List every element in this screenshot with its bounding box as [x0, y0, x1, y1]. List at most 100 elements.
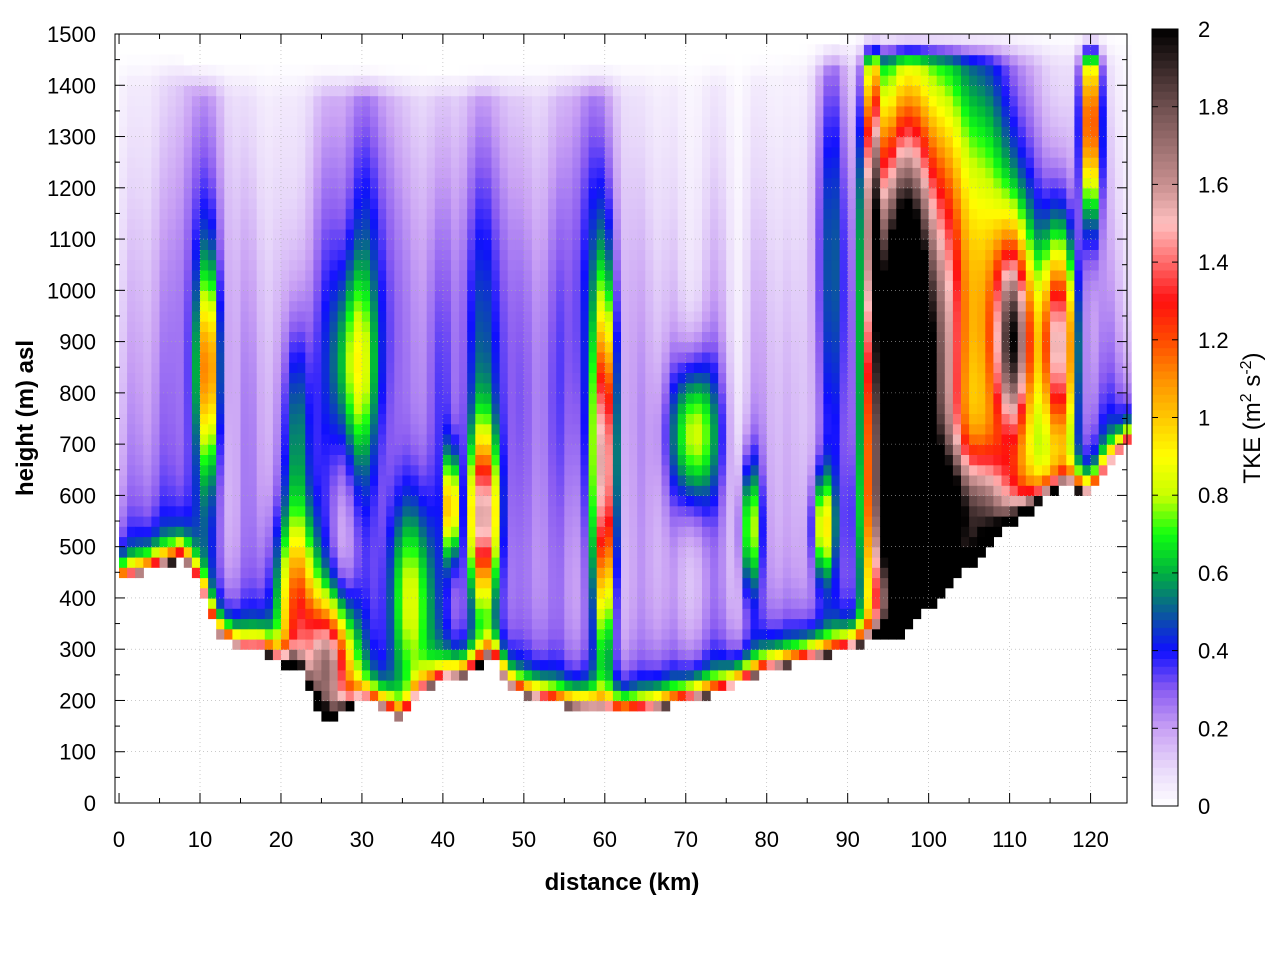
heatmap-cell	[612, 116, 622, 127]
heatmap-cell	[434, 587, 444, 599]
heatmap-cell	[256, 638, 266, 650]
heatmap-cell	[305, 515, 314, 527]
heatmap-cell	[289, 587, 298, 599]
heatmap-cell	[580, 116, 590, 127]
heatmap-cell	[483, 75, 493, 86]
heatmap-cell	[556, 280, 565, 291]
heatmap-cell	[645, 403, 654, 414]
heatmap-cell	[540, 433, 549, 445]
heatmap-cell	[281, 75, 290, 86]
heatmap-cell	[791, 310, 800, 322]
heatmap-cell	[281, 187, 290, 199]
heatmap-cell	[499, 85, 509, 97]
heatmap-cell	[637, 638, 646, 650]
heatmap-cell	[361, 567, 371, 579]
heatmap-cell	[572, 105, 582, 117]
heatmap-cell	[386, 403, 395, 414]
heatmap-cell	[774, 505, 784, 517]
heatmap-cell	[426, 341, 436, 353]
heatmap-cell	[483, 259, 493, 271]
heatmap-cell	[353, 198, 363, 209]
heatmap-cell	[467, 659, 476, 671]
heatmap-cell	[523, 228, 533, 240]
heatmap-cell	[742, 464, 752, 476]
heatmap-cell	[710, 177, 719, 189]
heatmap-cell	[183, 239, 193, 250]
heatmap-cell	[791, 321, 800, 332]
heatmap-cell	[240, 85, 250, 97]
heatmap-cell	[394, 382, 403, 394]
heatmap-cell	[143, 372, 152, 384]
heatmap-cell	[232, 290, 242, 302]
heatmap-cell	[426, 218, 436, 230]
heatmap-cell	[531, 597, 541, 609]
heatmap-cell	[523, 382, 533, 394]
heatmap-cell	[491, 597, 501, 609]
heatmap-cell	[370, 75, 379, 86]
heatmap-cell	[216, 351, 225, 363]
heatmap-cell	[167, 157, 177, 168]
heatmap-cell	[572, 239, 582, 250]
heatmap-cell	[281, 85, 290, 97]
heatmap-cell	[370, 372, 379, 384]
heatmap-cell	[718, 280, 727, 291]
heatmap-cell	[621, 526, 630, 538]
heatmap-cell	[758, 290, 768, 302]
heatmap-cell	[402, 505, 412, 517]
heatmap-cell	[370, 116, 379, 127]
heatmap-cell	[677, 526, 687, 538]
heatmap-cell	[491, 423, 501, 435]
heatmap-cell	[531, 351, 541, 363]
heatmap-cell	[580, 136, 590, 148]
heatmap-cell	[467, 177, 476, 189]
heatmap-cell	[726, 208, 735, 220]
heatmap-cell	[629, 249, 638, 261]
heatmap-cell	[507, 515, 517, 527]
heatmap-cell	[750, 259, 760, 271]
heatmap-cell	[782, 423, 792, 435]
heatmap-cell	[337, 474, 347, 486]
heatmap-cell	[272, 157, 282, 168]
heatmap-cell	[467, 290, 476, 302]
heatmap-cell	[774, 474, 784, 486]
heatmap-cell	[337, 146, 347, 158]
heatmap-cell	[572, 464, 582, 476]
heatmap-cell	[151, 423, 161, 435]
heatmap-cell	[418, 310, 428, 322]
heatmap-cell	[410, 444, 420, 455]
heatmap-cell	[475, 362, 484, 373]
heatmap-cell	[248, 454, 258, 466]
heatmap-cell	[281, 198, 290, 209]
heatmap-cell	[281, 259, 290, 271]
heatmap-cell	[305, 187, 314, 199]
heatmap-cell	[289, 75, 298, 86]
heatmap-cell	[531, 454, 541, 466]
heatmap-cell	[256, 95, 266, 107]
heatmap-cell	[523, 628, 533, 640]
heatmap-cell	[645, 187, 654, 199]
heatmap-cell	[710, 218, 719, 230]
heatmap-cell	[386, 587, 395, 599]
heatmap-cell	[232, 95, 242, 107]
heatmap-cell	[710, 157, 719, 168]
heatmap-cell	[386, 464, 395, 476]
heatmap-cell	[556, 526, 565, 538]
heatmap-cell	[548, 526, 557, 538]
heatmap-cell	[232, 485, 242, 496]
heatmap-cell	[645, 249, 654, 261]
heatmap-cell	[167, 413, 177, 425]
heatmap-cell	[313, 64, 323, 76]
heatmap-cell	[718, 198, 727, 209]
heatmap-cell	[321, 659, 331, 671]
heatmap-cell	[224, 259, 233, 271]
heatmap-cell	[483, 126, 493, 138]
heatmap-cell	[685, 505, 695, 517]
heatmap-cell	[782, 157, 792, 168]
heatmap-cell	[726, 638, 735, 650]
heatmap-cell	[637, 136, 646, 148]
heatmap-cell	[758, 495, 768, 507]
heatmap-cell	[305, 269, 314, 281]
heatmap-cell	[758, 105, 768, 117]
heatmap-cell	[305, 454, 314, 466]
heatmap-cell	[499, 638, 509, 650]
